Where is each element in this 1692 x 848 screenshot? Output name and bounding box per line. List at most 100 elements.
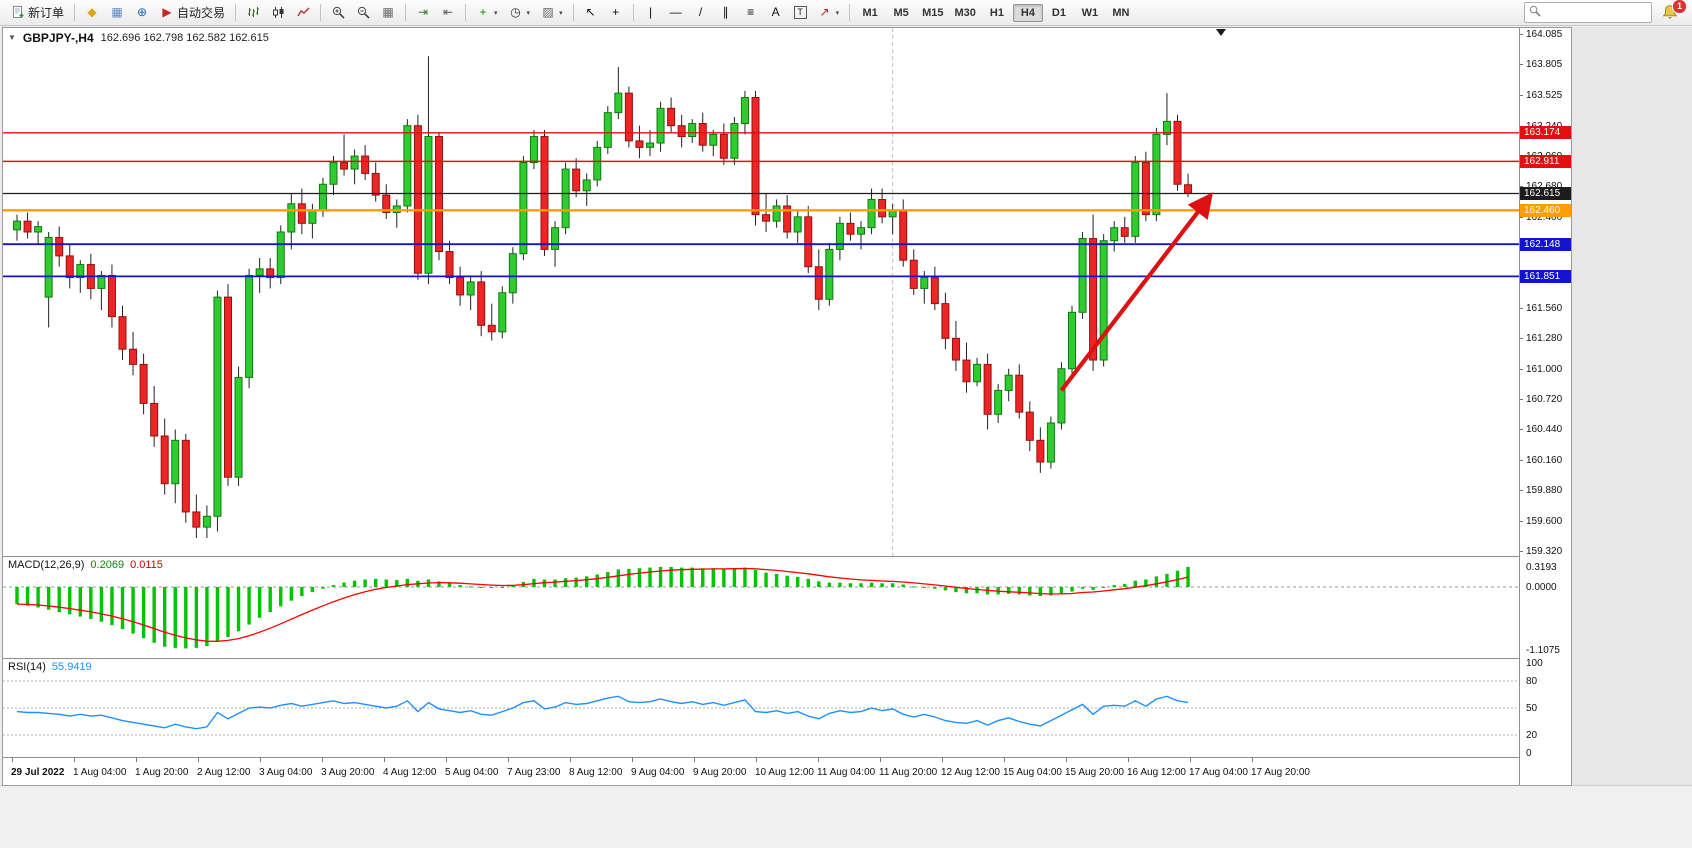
time-axis-label: 17 Aug 04:00	[1189, 767, 1248, 778]
timeframe-m30[interactable]: M30	[954, 6, 976, 19]
candle-up	[329, 162, 338, 185]
candle-down	[1036, 439, 1045, 463]
zoom-out-button[interactable]	[351, 1, 375, 24]
status-bar	[0, 785, 1692, 848]
one-click-trading-toggle[interactable]: ▼	[8, 33, 16, 42]
timeframe-h4[interactable]: H4	[1012, 3, 1043, 22]
timeframe-h1[interactable]: H1	[989, 6, 1004, 19]
channel-button[interactable]: ∥	[714, 1, 738, 24]
time-axis-label: 11 Aug 20:00	[879, 767, 938, 778]
channel-icon: ∥	[722, 5, 729, 19]
timeframe-m15[interactable]: M15	[922, 6, 944, 19]
toolbar-right-cluster: 1	[1524, 0, 1687, 23]
candlestick-button[interactable]	[266, 1, 290, 24]
candle-down	[635, 140, 644, 148]
auto-scroll-button[interactable]: ⇥	[411, 1, 435, 24]
templates-button[interactable]: ▨ ▾	[536, 1, 568, 24]
time-axis[interactable]: 29 Jul 2022 1 Aug 04:00 1 Aug 20:00 2 Aug 1…	[3, 758, 1519, 785]
timeframe-m5[interactable]: M5	[893, 6, 909, 19]
macd-histogram-bar	[711, 568, 715, 587]
candle-up	[793, 216, 802, 233]
trendline-button[interactable]: /	[689, 1, 713, 24]
periods-button[interactable]: ◷ ▾	[504, 1, 536, 24]
new-order-button[interactable]: 新订单	[6, 1, 69, 24]
timeframe-m1[interactable]: M1	[862, 6, 878, 19]
chart-shift-button[interactable]: ⇤	[436, 1, 460, 24]
rsi-name: RSI(14)	[8, 661, 46, 673]
macd-histogram-bar	[912, 586, 916, 588]
horizontal-line-button[interactable]: —	[664, 1, 688, 24]
fibonacci-icon: ≡	[747, 5, 755, 19]
main-chart-pane[interactable]: ▼ GBPJPY-,H4 162.696 162.798 162.582 162…	[3, 28, 1519, 556]
text-button[interactable]: A	[764, 1, 788, 24]
macd-histogram-bar	[25, 587, 30, 606]
price-axis-label: 159.880	[1526, 485, 1563, 497]
candle-up	[318, 183, 327, 211]
candle-up	[1068, 311, 1076, 370]
crosshair-button[interactable]: +	[604, 1, 628, 24]
strategy-tester-button[interactable]: ▦	[105, 1, 129, 24]
notifications-button[interactable]: 1	[1662, 0, 1687, 22]
tile-windows-icon: ▦	[382, 5, 394, 19]
price-axis[interactable]: 163.174 162.911 162.615 162.460 162.148 161.8…	[1520, 28, 1571, 785]
candle-up	[1162, 120, 1171, 135]
search-box[interactable]	[1524, 2, 1652, 23]
tile-windows-button[interactable]: ▦	[376, 1, 400, 24]
toolbar-search-input[interactable]	[1544, 5, 1647, 20]
candle-up	[34, 226, 43, 233]
mql5-community-button[interactable]: ⊕	[130, 1, 154, 24]
arrows-button[interactable]: ↗ ▾	[813, 1, 845, 24]
chart-shift-marker[interactable]	[1216, 29, 1226, 36]
pane-separator[interactable]	[3, 658, 1571, 659]
indicators-icon: +	[479, 5, 487, 19]
time-axis-label: 1 Aug 20:00	[135, 767, 189, 778]
line-chart-button[interactable]	[291, 1, 315, 24]
cursor-button[interactable]: ↖	[579, 1, 603, 24]
candlestick-chart[interactable]	[3, 28, 1519, 556]
macd-chart[interactable]	[3, 557, 1519, 658]
macd-histogram-bar	[964, 587, 969, 594]
pane-separator	[3, 757, 1571, 758]
timeframe-d1[interactable]: D1	[1051, 6, 1066, 19]
macd-pane[interactable]: MACD(12,26,9) 0.2069 0.0115	[3, 557, 1519, 658]
candle-up	[529, 136, 538, 164]
macd-histogram-bar	[226, 587, 230, 638]
candle-up	[508, 253, 517, 294]
timeframe-w1[interactable]: W1	[1081, 6, 1099, 19]
candle-up	[276, 231, 285, 279]
timeframe-mn[interactable]: MN	[1112, 6, 1130, 19]
candle-up	[772, 205, 781, 222]
candle-down	[23, 220, 32, 233]
candle-up	[255, 268, 264, 276]
candle-down	[572, 168, 581, 192]
zoom-in-button[interactable]	[326, 1, 350, 24]
text-label-button[interactable]: T	[789, 1, 812, 24]
notification-badge: 1	[1672, 0, 1687, 14]
vertical-line-button[interactable]: |	[639, 1, 663, 24]
candle-up	[350, 155, 359, 170]
bar-chart-button[interactable]	[241, 1, 265, 24]
pane-separator[interactable]	[3, 556, 1571, 557]
macd-histogram-bar	[395, 580, 399, 587]
candle-up	[857, 227, 865, 235]
price-axis-label: 161.280	[1526, 333, 1563, 345]
time-axis-tick	[136, 758, 137, 762]
time-axis-label: 15 Aug 20:00	[1065, 767, 1124, 778]
candle-down	[371, 172, 380, 196]
macd-histogram-bar	[943, 587, 948, 591]
trend-arrow[interactable]	[1059, 192, 1213, 392]
time-axis-label: 17 Aug 20:00	[1251, 767, 1310, 778]
chevron-down-icon: ▾	[526, 9, 531, 17]
metaeditor-button[interactable]: ◆	[80, 1, 104, 24]
candle-down	[181, 439, 190, 513]
time-axis-label: 3 Aug 04:00	[259, 767, 313, 778]
crosshair-icon: +	[612, 5, 620, 19]
rsi-pane[interactable]: RSI(14) 55.9419	[3, 659, 1519, 757]
rsi-chart[interactable]	[3, 659, 1519, 757]
indicators-button[interactable]: + ▾	[471, 1, 503, 24]
fibonacci-button[interactable]: ≡	[739, 1, 763, 24]
candle-up	[656, 107, 665, 144]
templates-icon: ▨	[542, 5, 554, 19]
autotrading-button[interactable]: ▶ 自动交易	[155, 1, 230, 24]
time-axis-label: 9 Aug 04:00	[631, 767, 685, 778]
